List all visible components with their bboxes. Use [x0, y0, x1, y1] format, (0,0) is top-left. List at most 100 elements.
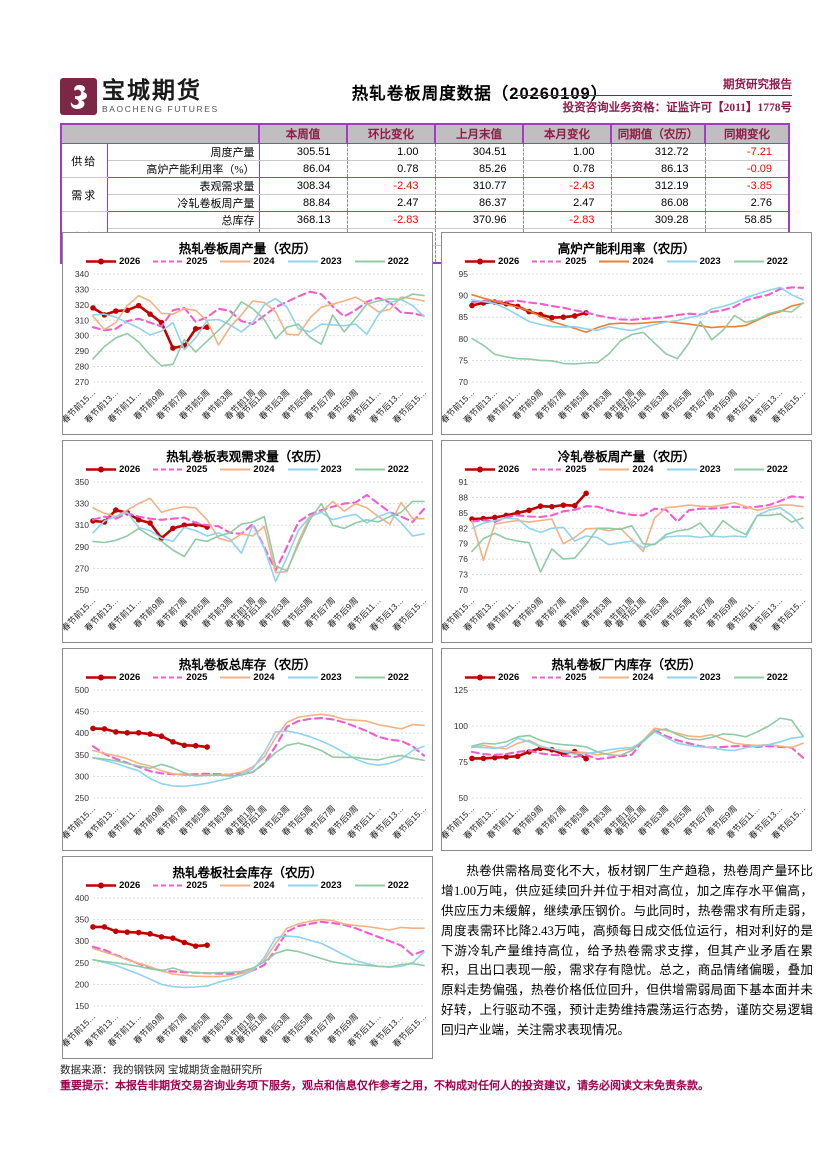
series-marker	[181, 522, 188, 528]
series-marker	[113, 928, 119, 935]
table-cell-value: 88.84	[258, 194, 347, 212]
table-cell-value: 1.00	[346, 143, 435, 161]
table-row-name: 冷轧卷板周产量	[107, 194, 260, 212]
series-marker	[560, 314, 567, 320]
series-line-2024	[92, 294, 425, 346]
legend-item-2024: 2024	[220, 464, 275, 475]
table-cell-value: -0.09	[704, 160, 789, 178]
baocheng-logo-icon	[60, 78, 97, 115]
header-right: 期货研究报告 投资咨询业务资格：证监许可【2011】1778号	[516, 76, 792, 115]
table-row: 供给 周度产量 305.51 1.00 304.51 1.00 312.72 -7.21	[61, 143, 789, 178]
legend-swatch-icon	[666, 260, 697, 263]
series-line-2023	[92, 935, 425, 989]
legend-label: 2023	[320, 880, 342, 891]
table-header-blank	[61, 124, 259, 144]
table-row-name: 总库存	[107, 211, 260, 229]
series-marker	[147, 311, 153, 317]
y-tick-label: 500	[75, 685, 89, 695]
legend-swatch-icon	[354, 884, 385, 887]
series-marker	[124, 729, 131, 736]
series-line-2023	[471, 506, 804, 549]
y-tick-label: 280	[75, 362, 89, 372]
table-cell-value: -2.43	[346, 177, 435, 195]
series-line-2023	[471, 286, 804, 332]
series-line-2022	[92, 742, 425, 777]
legend-item-2024: 2024	[599, 256, 654, 267]
table-cell-value: 312.19	[610, 177, 705, 195]
legend-item-2022: 2022	[354, 256, 409, 267]
series-line-2024	[92, 918, 425, 978]
series-line-2023	[92, 730, 425, 788]
series-marker	[514, 753, 521, 760]
y-tick-label: 400	[75, 893, 89, 903]
series-line-2025	[470, 286, 805, 321]
series-marker	[113, 507, 119, 513]
series-marker	[583, 490, 589, 497]
y-tick-label: 330	[75, 284, 89, 294]
logo-name-cn: 宝城期货	[102, 78, 202, 103]
series-line-2023	[92, 511, 425, 583]
legend-label: 2026	[498, 672, 520, 683]
series-marker	[158, 733, 165, 740]
table-cell-value: -3.85	[704, 177, 789, 195]
table-row: 需求 表观需求量 308.34 -2.43 310.77 -2.43 312.19 -3.85	[61, 177, 789, 212]
legend-item-2024: 2024	[599, 464, 654, 475]
series-line-2022	[471, 302, 804, 365]
legend-swatch-icon	[287, 884, 318, 887]
chart-crc-weekly-output: 冷轧卷板周产量（农历） 2026 2025 2024 2023 2022 70 73 76 79 8…	[439, 440, 812, 643]
legend-item-2026: 2026	[86, 672, 140, 683]
chart-legend: 2026 2025 2024 2023 2022	[63, 255, 432, 268]
y-tick-label: 310	[75, 315, 89, 325]
legend-label: 2022	[387, 256, 409, 267]
legend-label: 2025	[186, 464, 208, 475]
legend-swatch-icon	[599, 260, 630, 263]
legend-swatch-icon	[599, 468, 630, 471]
table-column-header: 本周值	[258, 124, 347, 144]
y-tick-label: 70	[459, 377, 469, 387]
table-cell-value: 305.51	[258, 143, 347, 161]
table-cell-value: -7.21	[704, 143, 789, 161]
legend-swatch-icon	[220, 676, 251, 679]
legend-label: 2026	[119, 880, 141, 891]
legend-label: 2025	[565, 672, 587, 683]
chart-title: 热轧卷板表观需求量（农历）	[166, 450, 329, 464]
legend-label: 2022	[387, 672, 409, 683]
legend-label: 2025	[565, 256, 587, 267]
y-tick-label: 76	[459, 554, 469, 564]
chart-hrc-social-inventory: 热轧卷板社会库存（农历） 2026 2025 2024 2023 2022 150 200 25…	[60, 856, 433, 1059]
series-marker	[90, 305, 96, 311]
table-column-header: 同期值（农历）	[610, 124, 705, 144]
series-line-2024	[471, 293, 804, 334]
legend-swatch-icon	[465, 258, 496, 265]
chart-title: 热轧卷板周产量（农历）	[178, 242, 317, 256]
y-tick-label: 50	[459, 793, 469, 803]
legend-label: 2022	[387, 464, 409, 475]
chart-title: 热轧卷板总库存（农历）	[178, 658, 317, 672]
legend-swatch-icon	[532, 260, 563, 263]
legend-swatch-icon	[354, 260, 385, 263]
table-cell-value: -2.83	[346, 211, 435, 229]
series-line-2024	[471, 501, 804, 561]
series-marker	[537, 503, 544, 509]
legend-swatch-icon	[86, 882, 117, 889]
table-column-header: 环比变化	[346, 124, 435, 144]
legend-item-2023: 2023	[666, 672, 721, 683]
legend-label: 2025	[186, 880, 208, 891]
y-tick-label: 200	[75, 979, 89, 989]
series-line-2025	[91, 493, 426, 572]
legend-item-2026: 2026	[86, 256, 140, 267]
series-marker	[492, 754, 498, 761]
legend-label: 2022	[766, 464, 788, 475]
legend-item-2026: 2026	[86, 880, 140, 891]
legend-swatch-icon	[287, 676, 318, 679]
chart-legend: 2026 2025 2024 2023 2022	[442, 463, 811, 476]
series-marker	[560, 502, 567, 508]
chart-canvas: 250270290310330350春节前15…春节前13…春节前11…春节前9…	[60, 477, 429, 633]
legend-swatch-icon	[153, 260, 184, 263]
table-column-header: 本月变化	[522, 124, 611, 144]
series-marker	[549, 503, 555, 510]
legend-swatch-icon	[220, 468, 251, 471]
series-marker	[549, 314, 555, 321]
legend-item-2023: 2023	[666, 464, 721, 475]
series-marker	[101, 924, 108, 930]
